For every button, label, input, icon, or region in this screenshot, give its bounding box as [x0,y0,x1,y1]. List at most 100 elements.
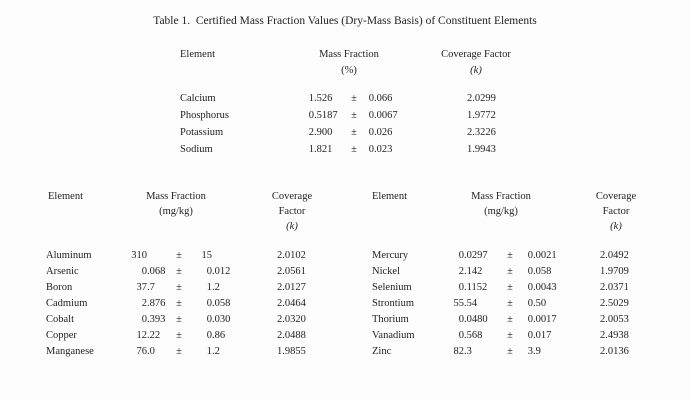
uncertainty-decimal-part: .0017 [533,314,557,325]
value-decimal-part: .22 [147,330,161,341]
table-row: Mercury 0.0297 ± 0.0021 2.0492 [372,248,653,264]
coverage-factor-value: 2.0488 [277,330,306,341]
coverage-factor-value: 2.3226 [467,127,496,138]
coverage-factor-value: 2.0299 [467,93,496,104]
table-row: Boron 37.7 ± 1.2 2.0127 [46,280,326,296]
table-row: Zinc 82.3 ± 3.9 2.0136 [372,344,653,360]
value-integer-part: 1 [308,93,314,104]
uncertainty-decimal-part: .058 [212,298,231,309]
uncertainty-decimal-part: .2 [212,346,220,357]
value-integer-part: 0 [458,282,464,293]
uncertainty-integer-part: 0 [527,298,533,309]
element-name: Cadmium [46,298,88,309]
value-integer-part: 0 [141,266,147,277]
element-name: Selenium [372,282,412,293]
plus-minus-sign: ± [176,250,182,261]
value-integer-part: 310 [131,250,147,261]
plus-minus-sign: ± [507,330,513,341]
table-row: Potassium 2.900 ± 0.026 2.3226 [180,124,590,141]
uncertainty-decimal-part: .0021 [533,250,557,261]
table-row: Cobalt 0.393 ± 0.030 2.0320 [46,312,326,328]
plus-minus-sign: ± [351,110,357,121]
value-decimal-part: .393 [147,314,166,325]
plus-minus-sign: ± [507,346,513,357]
table-row: Strontium 55.54 ± 0.50 2.5029 [372,296,653,312]
coverage-factor-value: 2.0102 [277,250,306,261]
coverage-factor-value: 1.9772 [467,110,496,121]
plus-minus-sign: ± [176,282,182,293]
uncertainty-integer-part: 0 [368,110,374,121]
element-name: Mercury [372,250,409,261]
t2-element-header: Element [48,191,83,202]
uncertainty-integer-part: 0 [206,298,212,309]
uncertainty-decimal-part: .9 [533,346,541,357]
uncertainty-integer-part: 0 [206,314,212,325]
value-decimal-part: .876 [147,298,166,309]
uncertainty-decimal-part: .030 [212,314,231,325]
coverage-factor-value: 2.0053 [600,314,629,325]
table-row: Nickel 2.142 ± 0.058 1.9709 [372,264,653,280]
value-integer-part: 55 [453,298,465,309]
coverage-factor-value: 2.5029 [600,298,629,309]
uncertainty-integer-part: 0 [368,127,374,138]
mgkg-right-table-rows: Mercury 0.0297 ± 0.0021 2.0492 Nickel 2.… [372,248,653,360]
plus-minus-sign: ± [507,298,513,309]
element-name: Cobalt [46,314,74,325]
plus-minus-sign: ± [507,282,513,293]
uncertainty-integer-part: 0 [527,314,533,325]
value-decimal-part: .900 [314,127,333,138]
coverage-factor-value: 1.9943 [467,144,496,155]
plus-minus-sign: ± [176,330,182,341]
uncertainty-decimal-part: .50 [533,298,547,309]
coverage-factor-value: 2.0127 [277,282,306,293]
uncertainty-decimal-part: .86 [212,330,226,341]
uncertainty-integer-part: 1 [206,346,212,357]
element-name: Nickel [372,266,400,277]
plus-minus-sign: ± [507,266,513,277]
coverage-factor-value: 2.0371 [600,282,629,293]
value-decimal-part: .0297 [464,250,488,261]
t1-element-header: Element [180,49,215,60]
value-decimal-part: .3 [464,346,472,357]
uncertainty-decimal-part: .023 [374,144,393,155]
table-row: Cadmium 2.876 ± 0.058 2.0464 [46,296,326,312]
element-name: Aluminum [46,250,92,261]
element-name: Thorium [372,314,409,325]
uncertainty-decimal-part: .0043 [533,282,557,293]
uncertainty-integer-part: 0 [206,330,212,341]
table-title: Table 1. Certified Mass Fraction Values … [153,15,537,27]
plus-minus-sign: ± [507,314,513,325]
element-name: Arsenic [46,266,79,277]
uncertainty-integer-part: 3 [527,346,533,357]
table-row: Copper 12.22 ± 0.86 2.0488 [46,328,326,344]
t1-coverage-header: Coverage Factor [441,49,511,60]
t3-element-header: Element [372,191,407,202]
element-name: Boron [46,282,73,293]
plus-minus-sign: ± [176,266,182,277]
mgkg-left-table-rows: Aluminum 310 ± 15 2.0102 Arsenic 0.068 ±… [46,248,326,360]
plus-minus-sign: ± [351,127,357,138]
value-integer-part: 0 [458,314,464,325]
t3-coverage-header-line2: Factor [602,206,630,217]
coverage-factor-value: 2.0136 [600,346,629,357]
value-decimal-part: .142 [464,266,483,277]
uncertainty-integer-part: 0 [206,266,212,277]
value-decimal-part [147,248,168,264]
t3-coverage-header-line1: Coverage [595,191,637,202]
element-name: Vanadium [372,330,415,341]
value-integer-part: 37 [136,282,148,293]
value-integer-part: 0 [141,314,147,325]
value-decimal-part: .0 [147,346,155,357]
element-name: Copper [46,330,77,341]
value-decimal-part: .0480 [464,314,488,325]
coverage-factor-value: 2.0320 [277,314,306,325]
value-decimal-part: .568 [464,330,483,341]
element-name: Zinc [372,346,392,357]
table-row: Manganese 76.0 ± 1.2 1.9855 [46,344,326,360]
table-row: Phosphorus 0.5187 ± 0.0067 1.9772 [180,107,590,124]
t1-mass-fraction-unit: (%) [341,65,357,76]
value-integer-part: 0 [308,110,314,121]
coverage-factor-value: 2.0561 [277,266,306,277]
uncertainty-decimal-part: .012 [212,266,231,277]
t3-coverage-unit: (k) [610,221,622,232]
